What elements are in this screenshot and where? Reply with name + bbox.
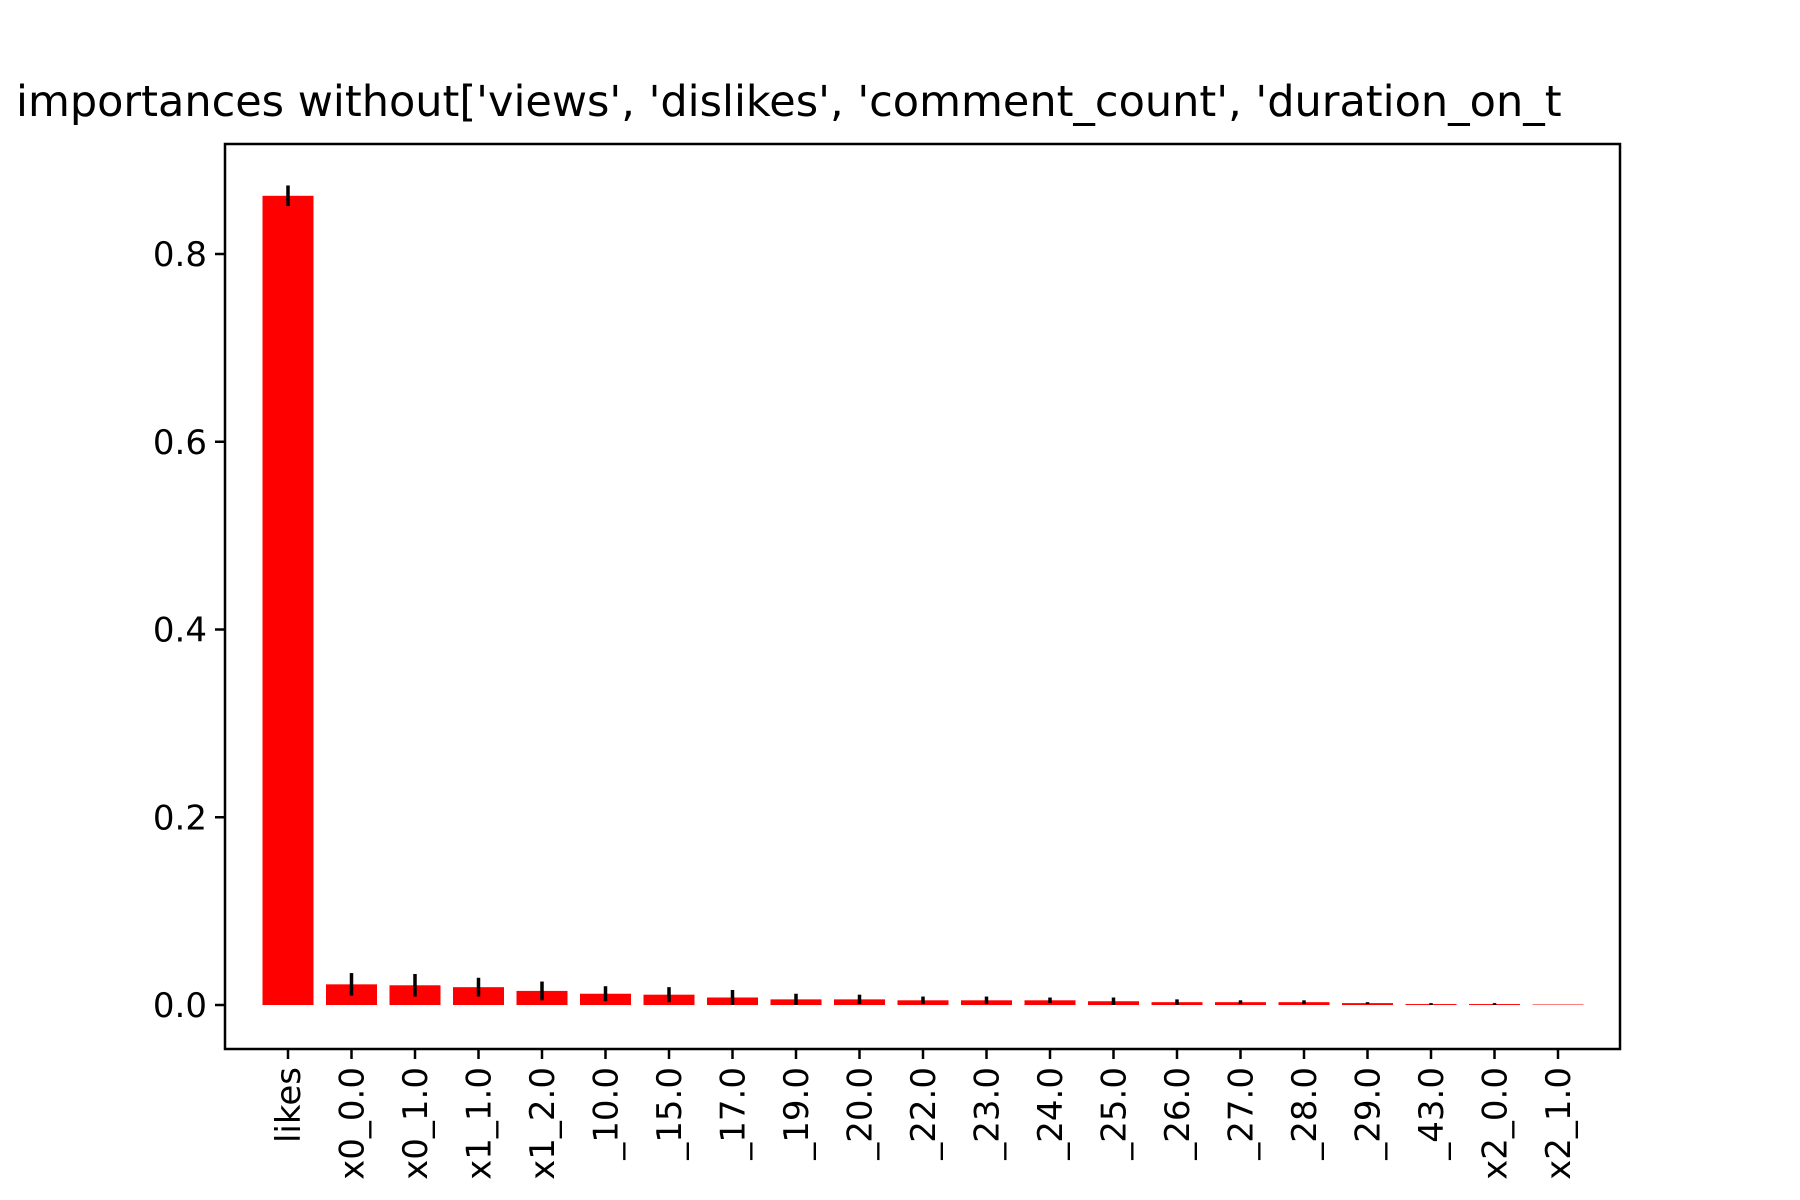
x-tick-label: _19.0 bbox=[777, 1067, 817, 1161]
x-tick-label: _22.0 bbox=[904, 1067, 944, 1161]
x-tick-label: _23.0 bbox=[968, 1067, 1008, 1161]
x-tick-label: x1_2.0 bbox=[523, 1067, 563, 1180]
x-tick-label: x0_1.0 bbox=[396, 1067, 436, 1180]
y-axis: 0.0 0.2 0.4 0.6 0.8 bbox=[153, 235, 225, 1026]
x-tick-label: _24.0 bbox=[1031, 1067, 1071, 1161]
x-tick-label: _20.0 bbox=[841, 1067, 881, 1161]
bars-group bbox=[262, 195, 1584, 1006]
y-tick-label: 0.0 bbox=[153, 986, 207, 1026]
y-tick-label: 0.4 bbox=[153, 611, 207, 651]
x-tick-label: _28.0 bbox=[1285, 1067, 1325, 1161]
plot-frame bbox=[223, 142, 1622, 1051]
x-tick-label: _43.0 bbox=[1412, 1067, 1452, 1161]
x-tick-label: x1_1.0 bbox=[460, 1067, 500, 1180]
x-tick-label: x0_0.0 bbox=[333, 1067, 373, 1180]
x-tick-label: _25.0 bbox=[1095, 1067, 1135, 1161]
bar bbox=[262, 195, 314, 1006]
x-tick-label: likes bbox=[269, 1067, 309, 1143]
x-axis: likes x0_0.0 x0_1.0 x1_1.0 x1_2.0 _10.0 _15.0 _… bbox=[269, 1049, 1579, 1180]
bar bbox=[1532, 1004, 1584, 1005]
x-tick-label: _27.0 bbox=[1222, 1067, 1262, 1161]
y-tick-label: 0.2 bbox=[153, 798, 207, 838]
chart-title: importances without['views', 'dislikes',… bbox=[16, 77, 1562, 127]
x-tick-label: x2_1.0 bbox=[1539, 1067, 1579, 1180]
x-tick-label: _10.0 bbox=[587, 1067, 627, 1161]
y-tick-label: 0.6 bbox=[153, 423, 207, 463]
x-tick-label: _17.0 bbox=[714, 1067, 754, 1161]
x-tick-label: _15.0 bbox=[650, 1067, 690, 1161]
x-tick-label: _29.0 bbox=[1349, 1067, 1389, 1161]
x-tick-label: x2_0.0 bbox=[1476, 1067, 1516, 1180]
x-tick-label: _26.0 bbox=[1158, 1067, 1198, 1161]
y-tick-label: 0.8 bbox=[153, 235, 207, 275]
error-bars-group bbox=[286, 185, 1497, 1005]
